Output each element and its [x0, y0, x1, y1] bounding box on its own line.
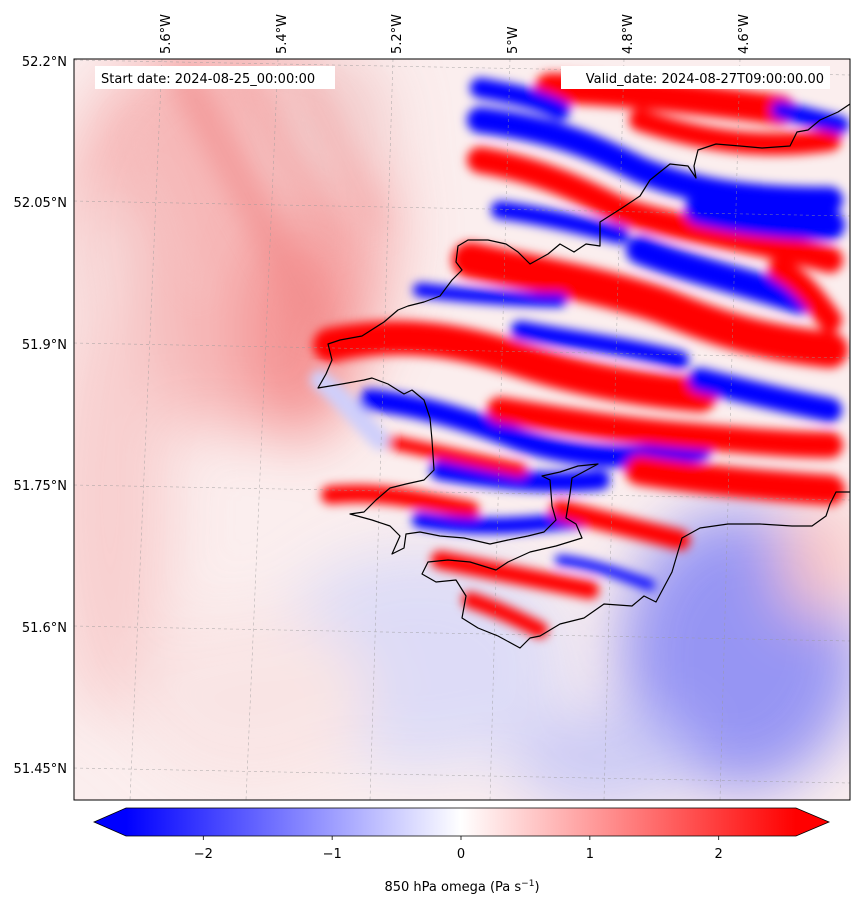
colorbar-tick-label: −2 [194, 847, 213, 862]
lon-label: 5.4°W [275, 14, 290, 54]
colorbar-max-extend [796, 808, 829, 836]
lat-label: 51.75°N [14, 479, 67, 494]
colorbar-tick-label: −1 [323, 847, 342, 862]
colorbar-min-extend [94, 808, 126, 836]
start-date-box [95, 66, 335, 89]
start-date-label: Start date: 2024-08-25_00:00:00 [101, 72, 315, 87]
lat-label: 52.2°N [22, 55, 67, 70]
lon-label: 4.6°W [737, 14, 752, 54]
lon-labels: 5.6°W 5.4°W 5.2°W 5°W 4.8°W 4.6°W [159, 14, 752, 54]
valid-date-label: Valid_date: 2024-08-27T09:00:00.00 [586, 72, 824, 87]
graticule [74, 59, 850, 800]
colorbar-tick-label: 2 [715, 847, 723, 862]
lon-label: 5.6°W [159, 14, 174, 54]
lat-label: 51.45°N [14, 762, 67, 777]
lat-labels: 52.2°N 52.05°N 51.9°N 51.75°N 51.6°N 51.… [14, 55, 67, 777]
colorbar-bar [126, 808, 796, 836]
map-frame [73, 58, 851, 801]
lon-label: 4.8°W [621, 14, 636, 54]
lat-label: 52.05°N [14, 196, 67, 211]
lat-label: 51.9°N [22, 338, 67, 353]
lat-label: 51.6°N [22, 621, 67, 636]
colorbar: −2 −1 0 1 2 850 hPa omega (Pa s−1) [93, 807, 831, 895]
lon-label: 5.2°W [390, 14, 405, 54]
omega-field [74, 59, 850, 800]
valid-date-box [561, 66, 830, 89]
colorbar-label: 850 hPa omega (Pa s−1) [384, 879, 539, 895]
colorbar-tick-label: 0 [457, 847, 465, 862]
coastline [317, 103, 850, 649]
lon-label: 5°W [506, 26, 521, 54]
colorbar-tick-label: 1 [586, 847, 594, 862]
